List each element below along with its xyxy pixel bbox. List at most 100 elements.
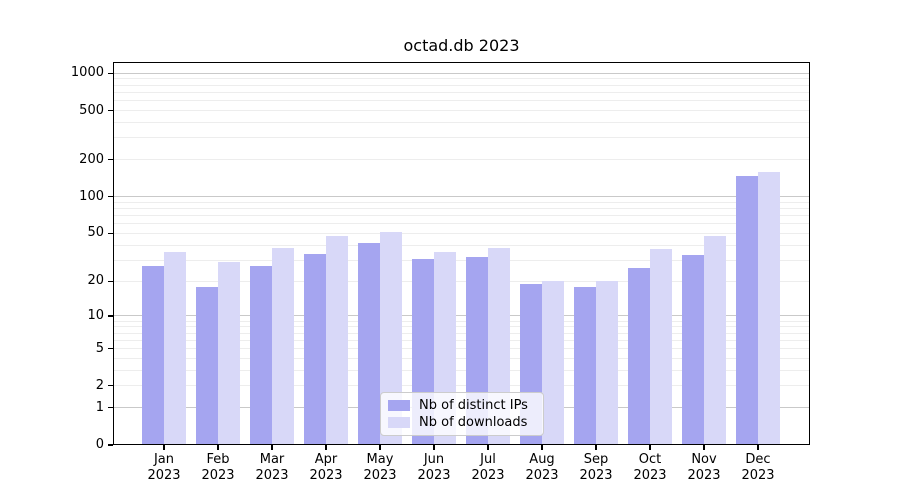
x-tick-label: Nov 2023 bbox=[687, 452, 721, 483]
y-tick-mark bbox=[108, 109, 113, 112]
bar-nb-of-distinct-ips bbox=[304, 253, 326, 445]
bar-nb-of-distinct-ips bbox=[196, 286, 218, 445]
x-tick-mark bbox=[271, 445, 273, 450]
x-tick-label: Jan 2023 bbox=[147, 452, 181, 483]
chart-title: octad.db 2023 bbox=[403, 36, 520, 55]
y-tick-label: 500 bbox=[79, 102, 104, 118]
x-tick-label: Sep 2023 bbox=[579, 452, 613, 483]
minor-gridline bbox=[113, 201, 810, 203]
x-tick-mark bbox=[217, 445, 219, 450]
minor-gridline bbox=[113, 320, 810, 322]
bar-nb-of-downloads bbox=[758, 171, 780, 445]
minor-gridline bbox=[113, 259, 810, 261]
x-tick-mark bbox=[163, 445, 165, 450]
minor-gridline bbox=[113, 78, 810, 80]
y-tick-mark bbox=[108, 407, 113, 409]
major-gridline bbox=[113, 315, 810, 317]
y-tick-label: 10 bbox=[87, 307, 104, 323]
x-tick-label: Jun 2023 bbox=[417, 452, 451, 483]
minor-gridline bbox=[113, 348, 810, 350]
legend: Nb of distinct IPs Nb of downloads bbox=[380, 392, 544, 436]
x-tick-label: May 2023 bbox=[363, 452, 397, 483]
y-tick-mark bbox=[108, 444, 113, 446]
y-tick-label: 1 bbox=[95, 399, 104, 415]
y-tick-label: 0 bbox=[95, 437, 104, 452]
major-gridline bbox=[113, 72, 810, 74]
bar-nb-of-downloads bbox=[218, 262, 240, 445]
x-tick-mark bbox=[541, 445, 543, 450]
minor-gridline bbox=[113, 91, 810, 93]
x-tick-mark bbox=[487, 445, 489, 450]
legend-item: Nb of distinct IPs bbox=[388, 397, 535, 414]
minor-gridline bbox=[113, 339, 810, 341]
bar-nb-of-downloads bbox=[650, 249, 672, 445]
y-tick-mark bbox=[108, 232, 113, 235]
minor-gridline bbox=[113, 369, 810, 371]
y-tick-mark bbox=[108, 315, 113, 317]
minor-gridline bbox=[113, 137, 810, 139]
x-tick-mark bbox=[757, 445, 759, 450]
bar-nb-of-distinct-ips bbox=[358, 242, 380, 445]
x-tick-mark bbox=[325, 445, 327, 450]
legend-item: Nb of downloads bbox=[388, 414, 535, 431]
y-tick-label: 200 bbox=[79, 151, 104, 167]
y-tick-mark bbox=[108, 72, 113, 74]
x-tick-label: Dec 2023 bbox=[741, 452, 775, 483]
minor-gridline bbox=[113, 159, 810, 161]
bar-nb-of-downloads bbox=[164, 252, 186, 445]
minor-gridline bbox=[113, 232, 810, 234]
legend-label: Nb of downloads bbox=[419, 415, 528, 430]
y-tick-mark bbox=[108, 385, 113, 387]
x-tick-label: Mar 2023 bbox=[255, 452, 289, 483]
minor-gridline bbox=[113, 100, 810, 102]
bar-nb-of-downloads bbox=[272, 247, 294, 445]
x-tick-mark bbox=[595, 445, 597, 450]
x-tick-label: Feb 2023 bbox=[201, 452, 235, 483]
bar-nb-of-distinct-ips bbox=[142, 265, 164, 445]
x-tick-label: Jul 2023 bbox=[471, 452, 505, 483]
minor-gridline bbox=[113, 244, 810, 246]
minor-gridline bbox=[113, 215, 810, 217]
y-tick-label: 1000 bbox=[70, 65, 104, 81]
minor-gridline bbox=[113, 332, 810, 334]
bar-nb-of-distinct-ips bbox=[574, 286, 596, 445]
y-tick-mark bbox=[108, 348, 113, 350]
y-tick-label: 50 bbox=[87, 225, 104, 241]
minor-gridline bbox=[113, 208, 810, 210]
legend-swatch-icon bbox=[388, 400, 410, 411]
bar-nb-of-distinct-ips bbox=[628, 267, 650, 445]
y-tick-label: 2 bbox=[95, 377, 104, 393]
minor-gridline bbox=[113, 84, 810, 86]
minor-gridline bbox=[113, 385, 810, 387]
bar-nb-of-downloads bbox=[596, 281, 618, 445]
bar-nb-of-downloads bbox=[380, 232, 402, 445]
major-gridline bbox=[113, 196, 810, 198]
x-tick-label: Aug 2023 bbox=[525, 452, 559, 483]
y-tick-mark bbox=[108, 280, 113, 282]
minor-gridline bbox=[113, 357, 810, 359]
y-tick-mark bbox=[108, 196, 113, 198]
minor-gridline bbox=[113, 280, 810, 282]
bar-nb-of-distinct-ips bbox=[736, 176, 758, 445]
x-tick-mark bbox=[379, 445, 381, 450]
bar-nb-of-distinct-ips bbox=[682, 255, 704, 445]
y-tick-mark bbox=[108, 159, 113, 161]
y-tick-label: 5 bbox=[95, 340, 104, 356]
bar-nb-of-distinct-ips bbox=[250, 265, 272, 445]
legend-swatch-icon bbox=[388, 417, 410, 428]
minor-gridline bbox=[113, 122, 810, 124]
x-tick-mark bbox=[703, 445, 705, 450]
bar-nb-of-downloads bbox=[704, 235, 726, 445]
bar-nb-of-downloads bbox=[326, 235, 348, 445]
x-tick-label: Apr 2023 bbox=[309, 452, 343, 483]
x-tick-mark bbox=[649, 445, 651, 450]
plot-area bbox=[113, 62, 810, 445]
y-tick-label: 100 bbox=[79, 188, 104, 204]
y-tick-label: 20 bbox=[87, 273, 104, 289]
legend-label: Nb of distinct IPs bbox=[419, 398, 528, 413]
minor-gridline bbox=[113, 110, 810, 112]
minor-gridline bbox=[113, 326, 810, 328]
bar-nb-of-downloads bbox=[542, 281, 564, 445]
minor-gridline bbox=[113, 223, 810, 225]
